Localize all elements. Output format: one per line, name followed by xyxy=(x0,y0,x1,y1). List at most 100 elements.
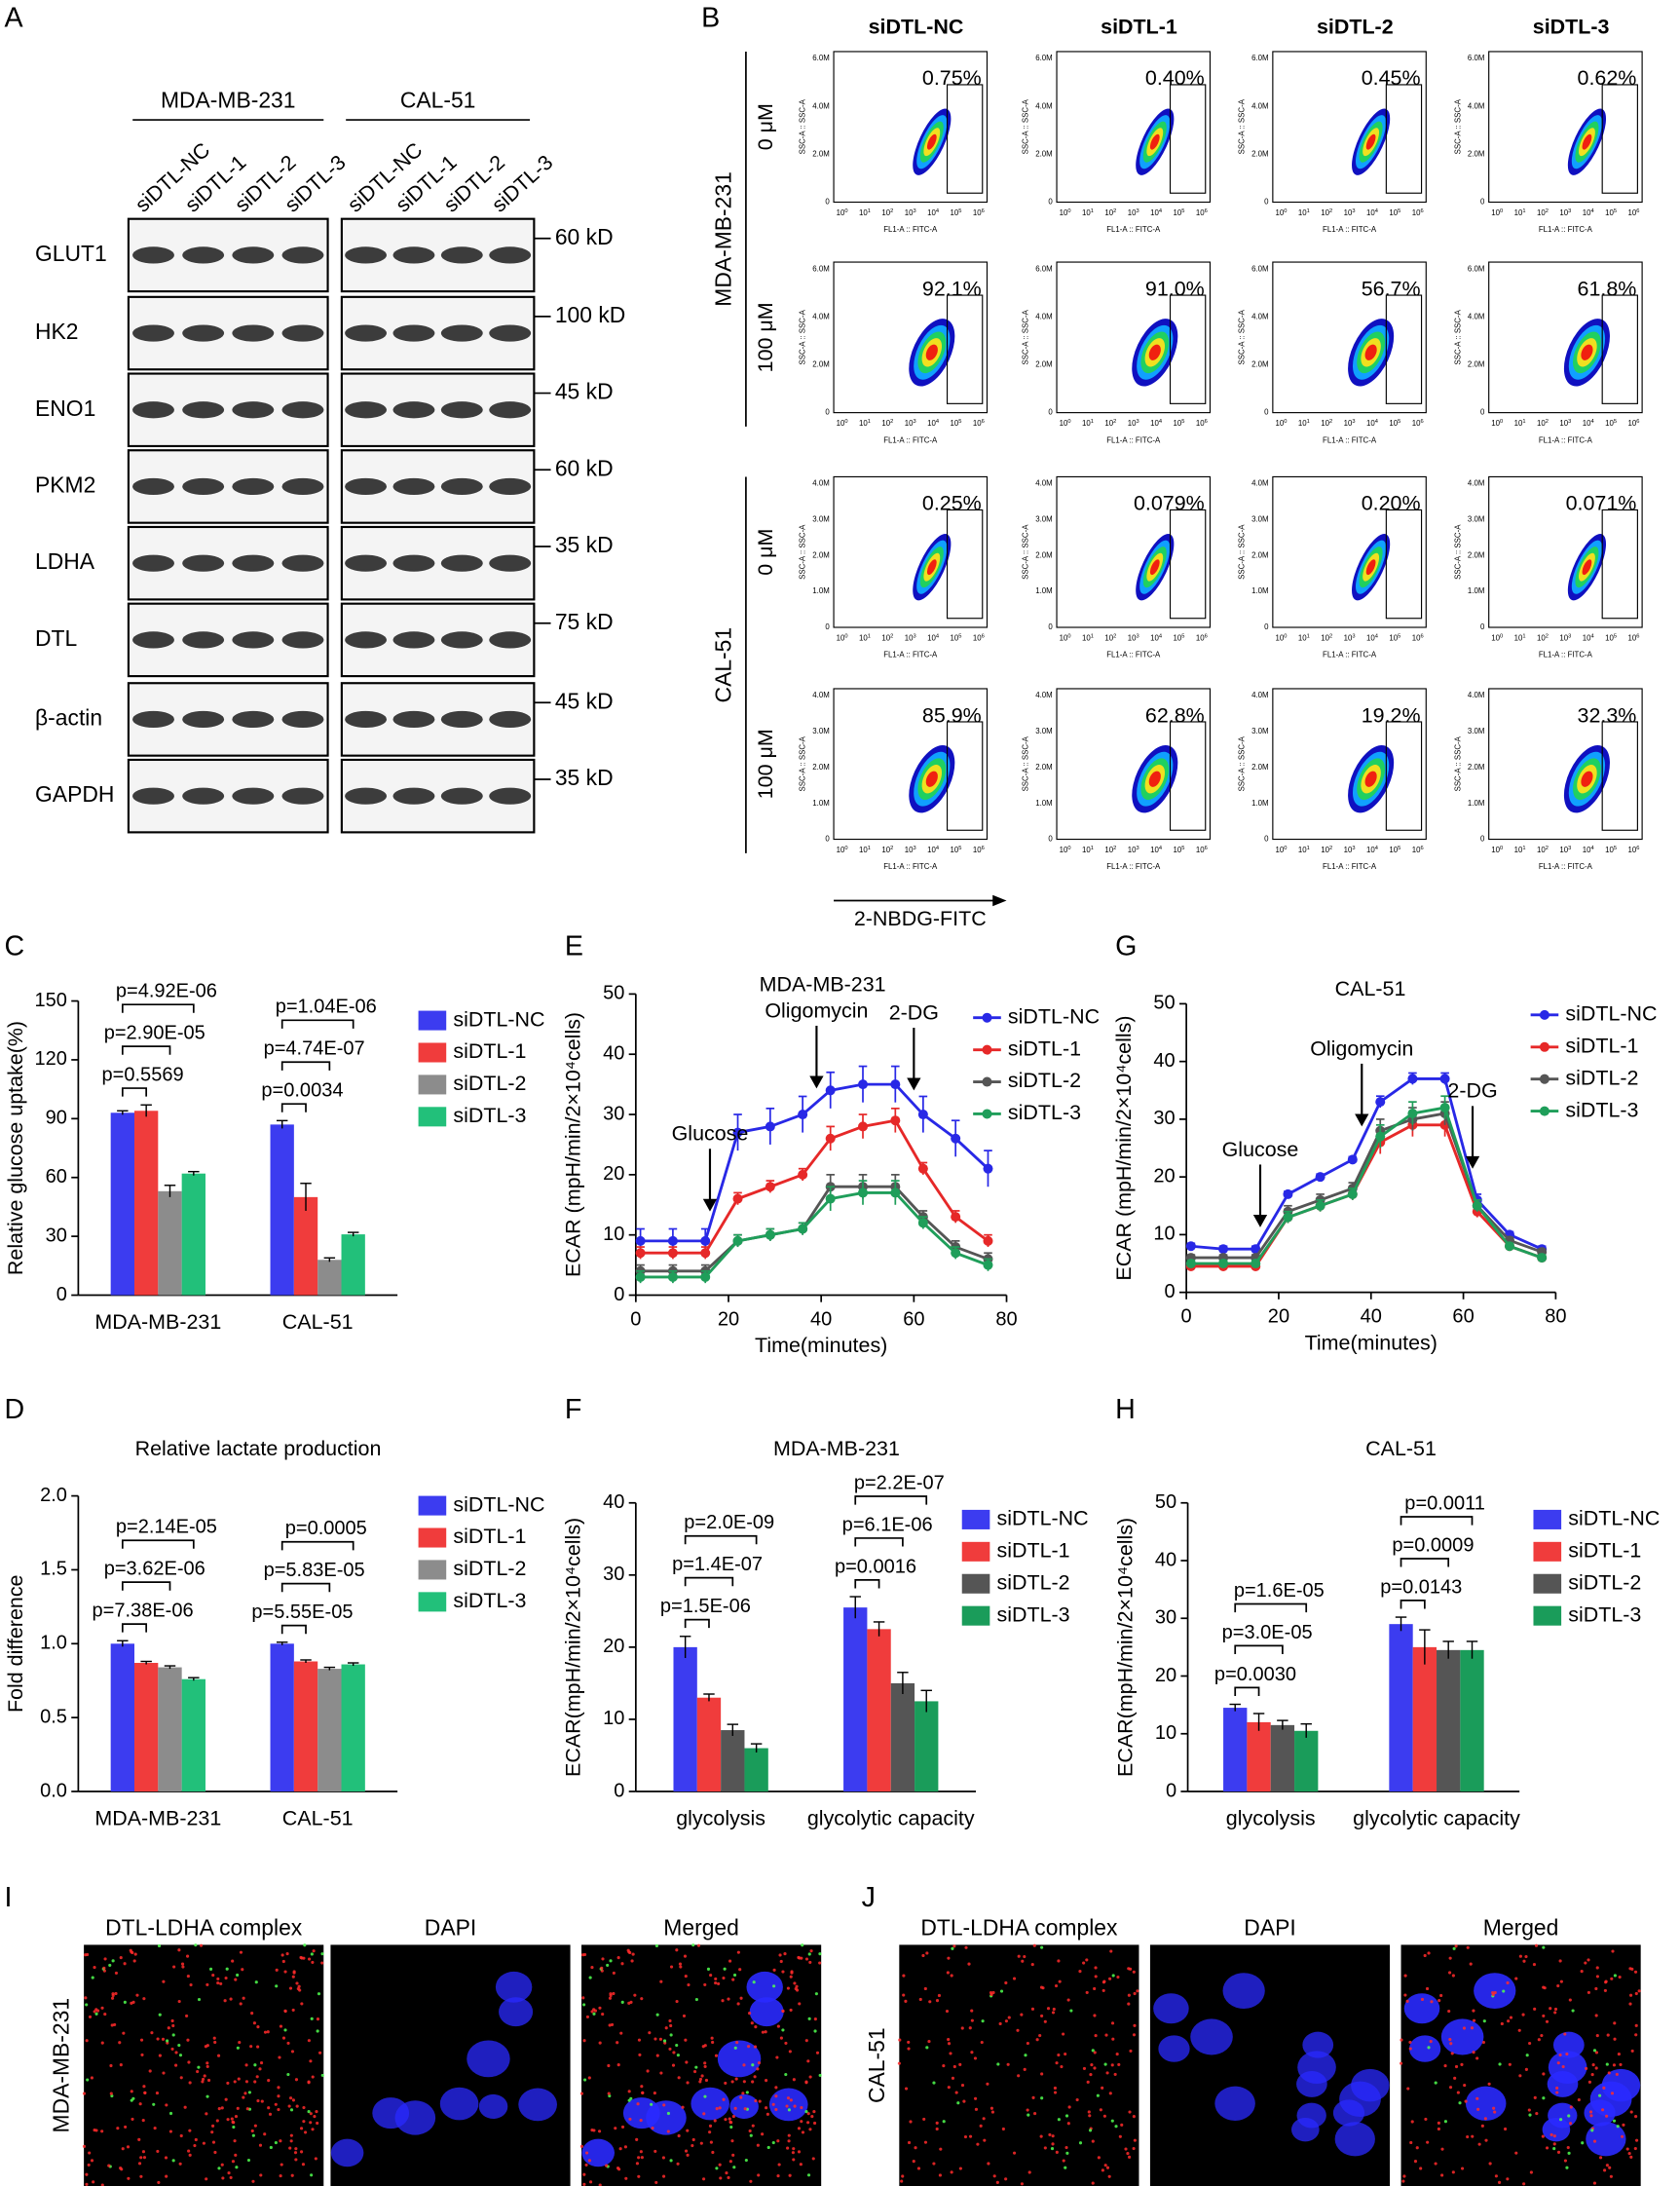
tick-exponent: 0 xyxy=(1284,419,1287,425)
signal-dot xyxy=(658,2037,662,2041)
tick-base: 10 xyxy=(1559,846,1568,854)
series-line xyxy=(640,1185,989,1273)
signal-dot xyxy=(1023,2067,1027,2071)
signal-dot xyxy=(781,2028,785,2032)
tick-exponent: 4 xyxy=(936,846,940,851)
signal-dot xyxy=(120,2167,124,2171)
tick-exponent: 3 xyxy=(1568,633,1571,639)
signal-dot xyxy=(794,1986,798,1991)
tick-exponent: 2 xyxy=(1329,208,1332,214)
significance-bracket xyxy=(121,1623,148,1633)
flow-y-tick: 0 xyxy=(1048,198,1053,207)
flow-y-tick: 6.0M xyxy=(812,264,829,273)
signal-dot xyxy=(1408,2047,1412,2051)
point xyxy=(667,1271,678,1282)
tick-exponent: 6 xyxy=(1420,208,1423,214)
signal-dot xyxy=(949,2052,952,2055)
signal-dot xyxy=(188,2153,192,2157)
point xyxy=(1185,1241,1196,1252)
signal-dot xyxy=(187,2060,191,2064)
signal-dot xyxy=(1603,1988,1607,1992)
flow-y-tick: 6.0M xyxy=(812,54,829,62)
y-tick-label: 0 xyxy=(56,1284,67,1305)
tick-base: 10 xyxy=(973,634,982,643)
tick-base: 10 xyxy=(1583,419,1591,428)
signal-dot xyxy=(1594,2066,1598,2070)
band xyxy=(132,324,174,342)
flow-y-tick: 1.0M xyxy=(1035,799,1052,808)
signal-dot xyxy=(84,1996,88,2000)
signal-dot xyxy=(637,2038,642,2042)
y-tick-label: 0 xyxy=(1165,1281,1176,1302)
flow-x-tick: 104 xyxy=(1583,208,1595,217)
band xyxy=(489,401,532,419)
tick-exponent: 2 xyxy=(890,208,893,214)
y-tick-label: 0 xyxy=(614,1284,624,1305)
signal-dot xyxy=(1476,2107,1480,2111)
signal-dot xyxy=(718,2106,722,2110)
signal-dot xyxy=(1581,2141,1585,2145)
signal-dot xyxy=(119,1955,123,1960)
y-tick-label: 40 xyxy=(603,1491,624,1513)
y-axis-label: ECAR(mpH/min/2×10⁴cells) xyxy=(562,1518,585,1777)
signal-dot xyxy=(1472,2018,1476,2022)
signal-dot xyxy=(1461,2167,1465,2170)
flow-y-axis: SSC-A :: SSC-A xyxy=(1022,309,1030,364)
band xyxy=(281,477,324,496)
signal-dot xyxy=(947,2086,951,2090)
signal-dot xyxy=(1001,2127,1005,2131)
signal-dot xyxy=(598,2006,602,2010)
signal-dot xyxy=(639,2119,643,2123)
signal-dot xyxy=(686,2129,690,2132)
tick-exponent: 3 xyxy=(1137,846,1139,851)
signal-dot xyxy=(947,1956,951,1960)
signal-dot xyxy=(1024,2054,1027,2057)
tick-exponent: 3 xyxy=(1137,419,1139,425)
signal-dot xyxy=(1487,2082,1491,2086)
flow-x-axis: FL1-A :: FITC-A xyxy=(1539,862,1593,871)
tick-exponent: 1 xyxy=(1091,633,1094,639)
signal-dot xyxy=(1055,2061,1059,2065)
tick-exponent: 2 xyxy=(1546,633,1549,639)
signal-dot xyxy=(1086,2080,1090,2084)
signal-dot xyxy=(180,1962,185,1966)
signal-dot xyxy=(684,1975,688,1979)
signal-dot xyxy=(165,2174,168,2178)
signal-dot xyxy=(244,2063,248,2067)
tick-exponent: 4 xyxy=(1159,633,1163,639)
flow-x-tick: 102 xyxy=(1537,419,1549,428)
signal-dot xyxy=(302,2105,306,2110)
flow-x-tick: 104 xyxy=(927,846,940,854)
legend-swatch xyxy=(418,1074,447,1095)
flow-x-tick: 103 xyxy=(1344,846,1356,854)
signal-dot xyxy=(1627,2151,1631,2156)
signal-dot xyxy=(1113,2072,1117,2076)
flow-y-tick: 2.0M xyxy=(1468,550,1484,559)
signal-dot xyxy=(236,2106,240,2110)
signal-dot xyxy=(1613,1974,1617,1978)
signal-dot xyxy=(107,2164,111,2167)
density xyxy=(1148,771,1161,787)
flow-x-tick: 104 xyxy=(1366,633,1379,642)
significance-bracket xyxy=(121,1581,171,1591)
bar xyxy=(1412,1646,1437,1791)
bar xyxy=(158,1667,182,1791)
signal-dot xyxy=(215,2119,219,2123)
flow-x-tick: 101 xyxy=(859,633,871,642)
flow-x-tick: 103 xyxy=(1344,633,1356,642)
tick-exponent: 5 xyxy=(1398,208,1400,214)
tick-base: 10 xyxy=(1128,846,1137,854)
signal-dot xyxy=(1051,2142,1055,2146)
signal-dot xyxy=(646,2069,650,2073)
signal-dot xyxy=(958,2167,962,2170)
signal-dot xyxy=(582,2172,586,2176)
tick-base: 10 xyxy=(1275,208,1284,217)
signal-dot xyxy=(1040,1945,1044,1949)
flow-x-tick: 106 xyxy=(1196,419,1208,428)
signal-dot xyxy=(1127,1993,1131,1997)
legend-label: siDTL-2 xyxy=(453,1072,526,1095)
signal-dot xyxy=(236,2046,240,2050)
signal-dot xyxy=(637,2156,641,2160)
imaging-row-label: CAL-51 xyxy=(864,2027,889,2103)
p-value: p=1.04E-06 xyxy=(276,997,377,1018)
